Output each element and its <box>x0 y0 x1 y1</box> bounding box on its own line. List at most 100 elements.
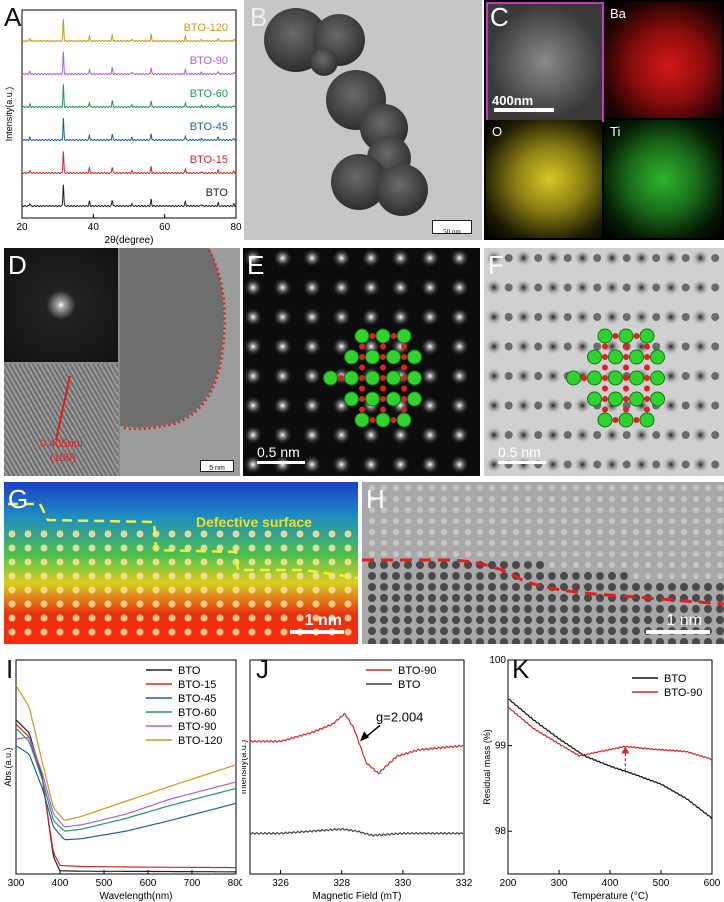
o-atom <box>359 364 365 371</box>
atom-column <box>622 460 631 469</box>
o-atom <box>401 343 407 350</box>
x-tick-label: 328 <box>333 878 350 889</box>
atom-spot <box>200 600 208 608</box>
atom-spot <box>380 605 388 613</box>
atom-column <box>632 455 651 474</box>
atom-spot <box>500 583 508 591</box>
atom-spot <box>465 551 471 557</box>
o-atom <box>581 375 587 381</box>
ba-atom <box>323 370 338 386</box>
atom-spot <box>501 507 507 513</box>
atom-spot <box>476 638 484 644</box>
atom-spot <box>500 605 508 613</box>
atom-spot <box>717 529 723 535</box>
atom-spot <box>453 540 459 546</box>
atom-column <box>420 366 440 386</box>
atom-spot <box>280 600 288 608</box>
atom-column <box>514 249 533 267</box>
atom-column <box>573 308 592 326</box>
o-atom <box>359 385 365 392</box>
atom-spot <box>428 627 436 635</box>
atom-spot <box>561 551 567 557</box>
atom-spot <box>560 583 568 591</box>
scalebar-g <box>290 630 344 634</box>
o-atom <box>359 343 365 350</box>
atom-spot <box>120 600 128 608</box>
atom-column <box>691 278 710 297</box>
atom-spot <box>609 551 615 557</box>
atom-spot <box>464 594 472 602</box>
o-atom <box>623 396 629 402</box>
series-line-bto-45 <box>21 117 237 142</box>
series-line-bto <box>15 719 236 873</box>
panel-i: 300 400 500 600 700 800 Wavelength(nm) Abs.(a.u… <box>0 650 242 902</box>
atom-spot <box>88 530 96 538</box>
atom-spot <box>597 551 603 557</box>
atom-spot <box>596 583 604 591</box>
atom-spot <box>621 540 627 546</box>
o-atom <box>401 406 407 413</box>
atom-spot <box>232 614 240 622</box>
atom-spot <box>585 485 591 491</box>
atom-spot <box>428 572 436 580</box>
atom-spot <box>312 530 320 538</box>
atom-spot <box>369 540 375 546</box>
atom-column <box>662 396 680 415</box>
atom-spot <box>597 562 603 568</box>
atom-spot <box>405 551 411 557</box>
atom-spot <box>549 518 555 524</box>
atom-spot <box>548 638 556 644</box>
atom-spot <box>40 614 48 622</box>
atom-spot <box>561 496 567 502</box>
o-atom <box>644 396 650 402</box>
atom-spot <box>573 485 579 491</box>
atom-spot <box>368 638 376 644</box>
atom-column <box>603 455 621 474</box>
atom-spot <box>705 518 711 524</box>
scalebar-b: 50 nm <box>432 220 472 236</box>
atom-spot <box>440 627 448 635</box>
atom-spot <box>669 551 675 557</box>
atom-column <box>662 249 680 267</box>
atom-column <box>652 431 661 439</box>
atom-spot <box>453 551 459 557</box>
atom-spot <box>429 529 435 535</box>
atom-column <box>593 342 602 351</box>
atom-spot <box>328 558 336 566</box>
atom-spot <box>633 496 639 502</box>
atom-column <box>681 283 690 292</box>
atom-spot <box>152 600 160 608</box>
atom-spot <box>8 558 16 566</box>
o-atom <box>602 354 608 360</box>
atom-spot <box>512 616 520 624</box>
scalebar-c-label: 400nm <box>492 93 534 108</box>
atom-spot <box>452 561 460 569</box>
atom-spot <box>584 605 592 613</box>
atom-spot <box>369 507 375 513</box>
atom-spot <box>136 544 144 552</box>
atom-spot <box>561 507 567 513</box>
atom-spot <box>477 507 483 513</box>
atom-spot <box>500 616 508 624</box>
stem-image-f <box>484 248 724 476</box>
atom-spot <box>668 616 676 624</box>
atom-spot <box>72 614 80 622</box>
atom-spot <box>513 485 519 491</box>
atom-spot <box>312 558 320 566</box>
atom-spot <box>200 586 208 594</box>
atom-column <box>593 460 602 469</box>
ba-atom <box>597 412 613 428</box>
lattice-spacing: 0.405nm <box>40 438 83 450</box>
x-tick-label: 400 <box>52 878 69 889</box>
atom-spot <box>572 616 580 624</box>
atom-spot <box>681 496 687 502</box>
atom-spot <box>500 638 508 644</box>
atom-column <box>534 342 543 351</box>
x-tick-label: 600 <box>704 878 721 889</box>
atom-spot <box>216 558 224 566</box>
atom-column <box>593 313 602 321</box>
atom-spot <box>428 616 436 624</box>
o-atom <box>369 417 376 423</box>
atom-spot <box>440 605 448 613</box>
atom-spot <box>428 583 436 591</box>
